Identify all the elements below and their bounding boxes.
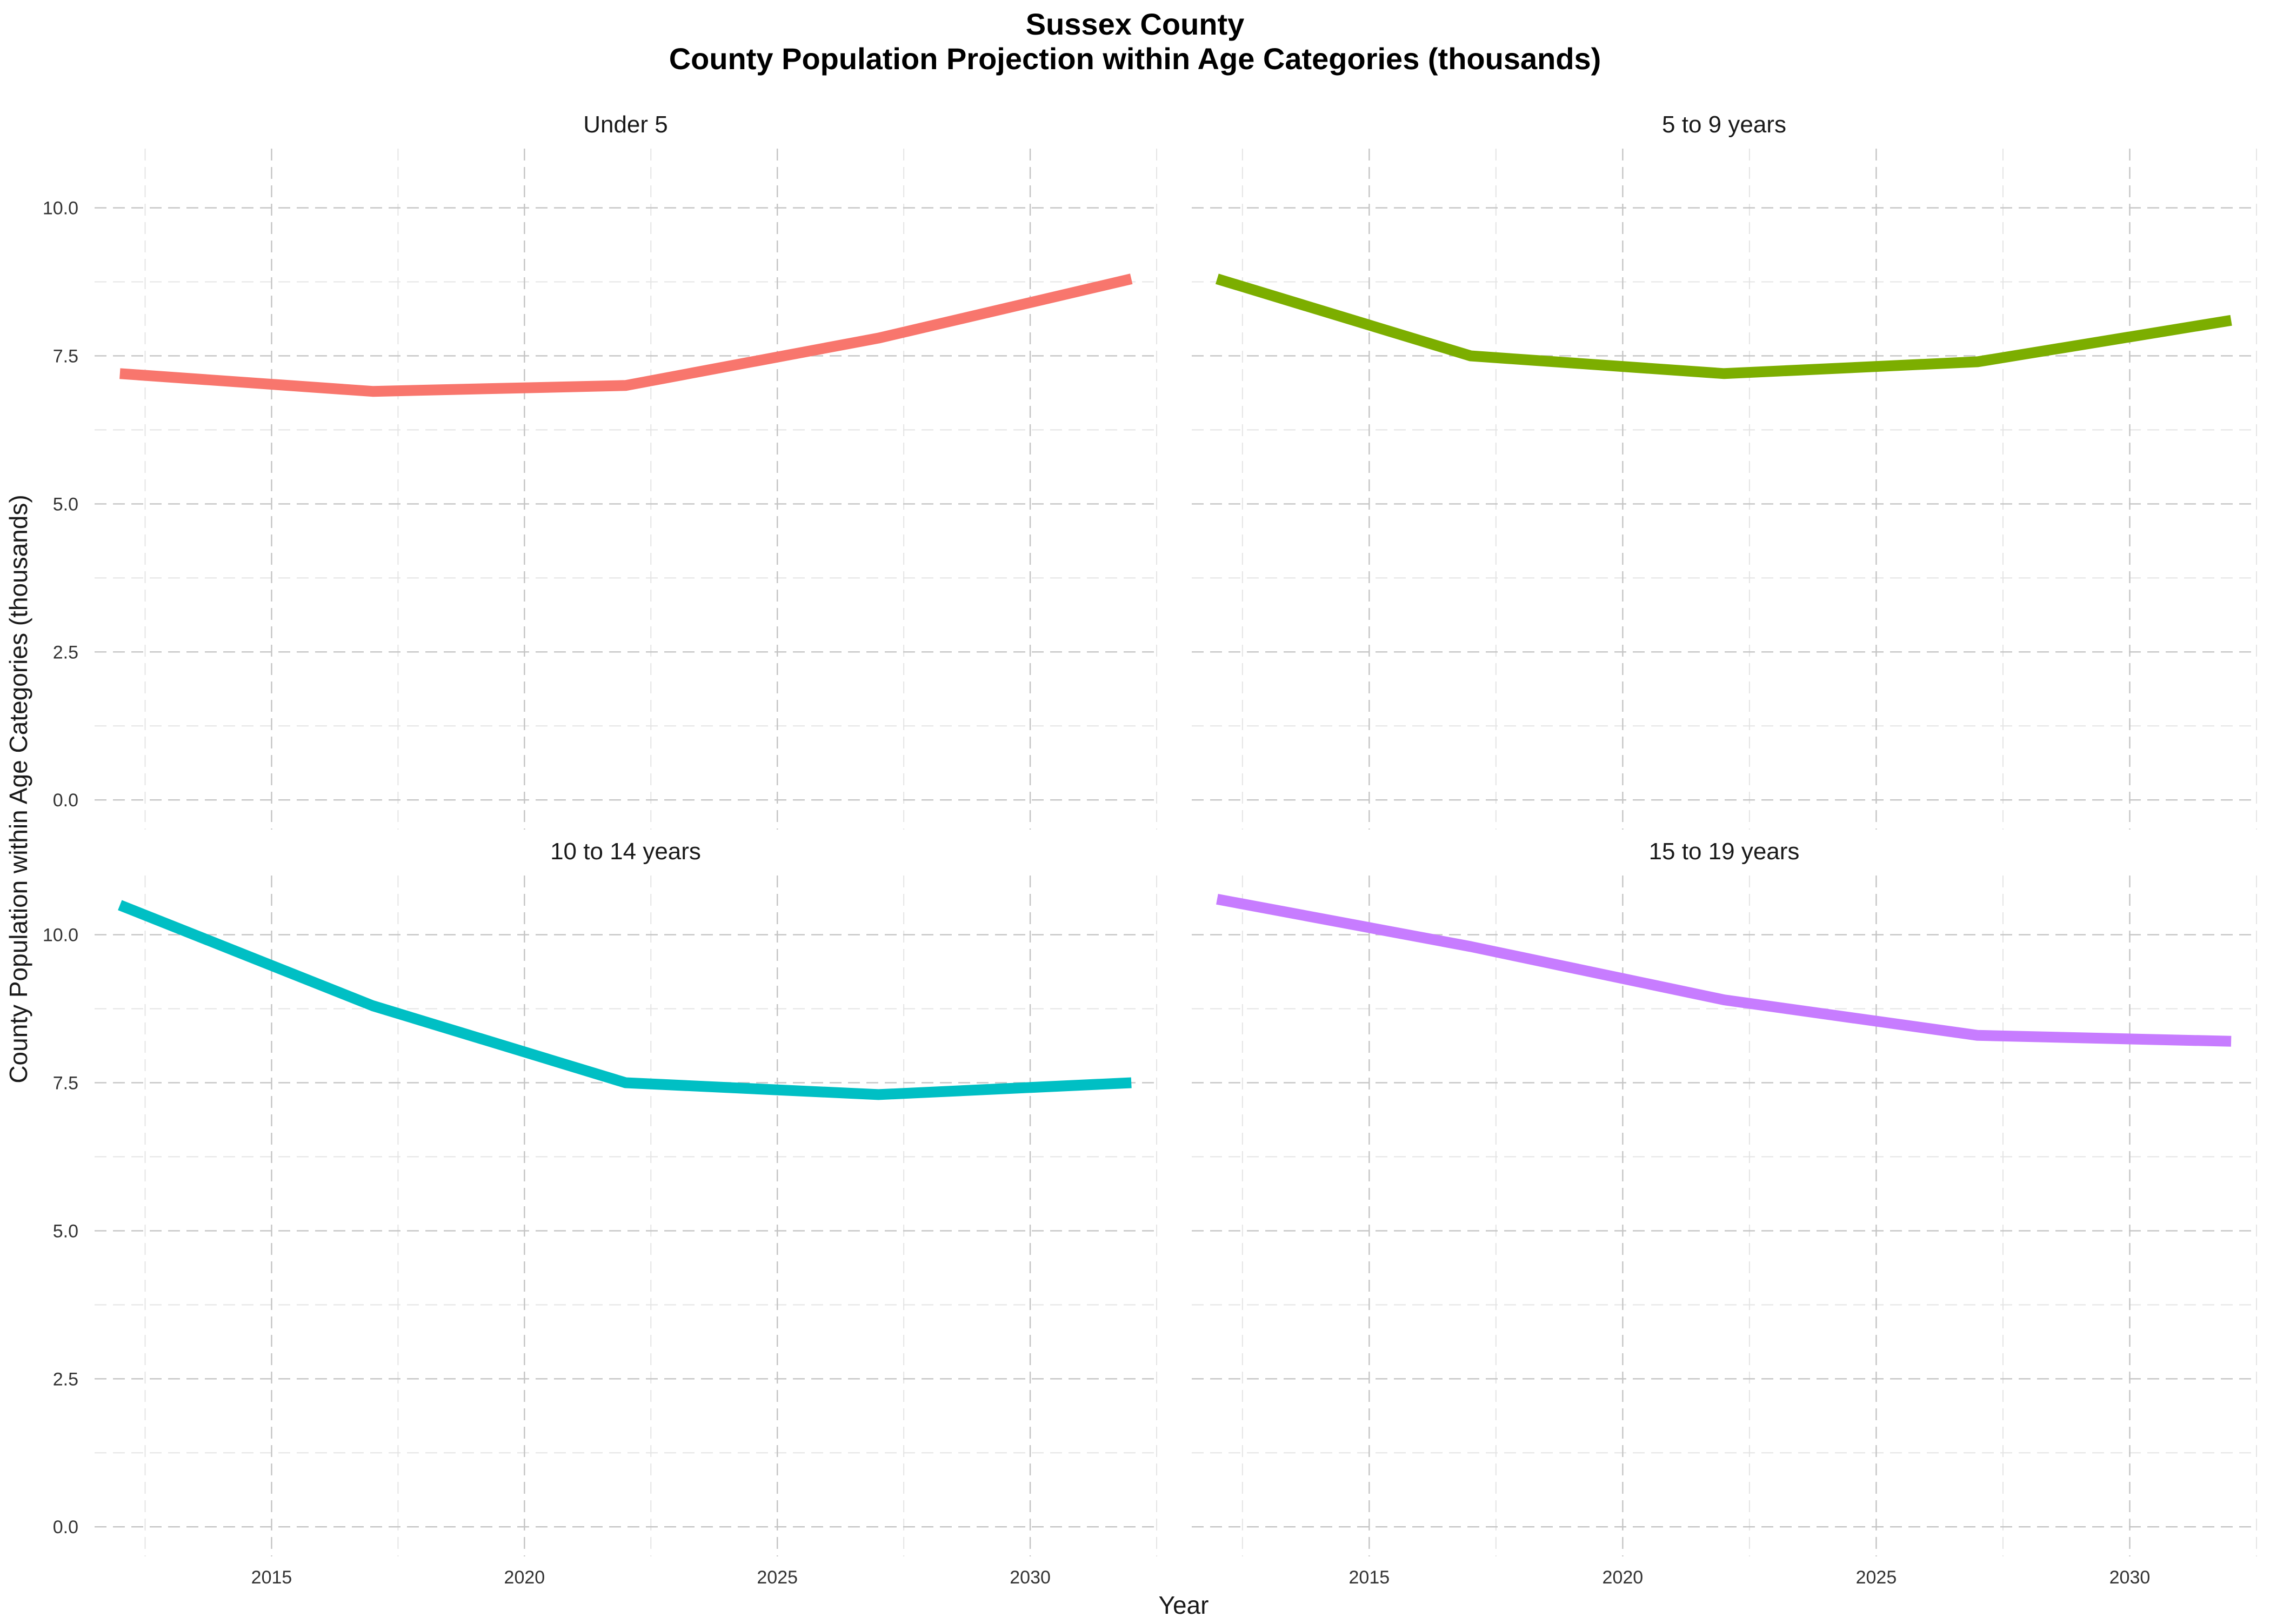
facet-panel-0: Under 5 0.0 2.5 5.0 7.5 10.0 [43, 111, 1157, 830]
facet-panel-2: 10 to 14 years 0.0 2.5 5.0 7.5 10.0 2015 2020 20… [43, 838, 1157, 1588]
x-tick-label: 2025 [1856, 1567, 1897, 1588]
x-tick-label: 2030 [1010, 1567, 1051, 1588]
chart-title-line1: Sussex County [1026, 7, 1245, 41]
y-axis-title: County Population within Age Categories … [4, 494, 32, 1083]
facet-title: 15 to 19 years [1649, 838, 1800, 865]
facet-title: 10 to 14 years [550, 838, 701, 865]
x-tick-label: 2020 [1603, 1567, 1644, 1588]
x-tick-label: 2020 [504, 1567, 545, 1588]
series-line [1216, 893, 2232, 1047]
x-axis-title: Year [1159, 1591, 1209, 1619]
facet-panel-1: 5 to 9 years [1192, 111, 2257, 830]
facet-title: Under 5 [583, 111, 668, 138]
y-tick-label: 10.0 [43, 198, 78, 219]
y-tick-label: 10.0 [43, 925, 78, 946]
y-tick-label: 7.5 [53, 1073, 78, 1093]
series-line [119, 273, 1133, 397]
facet-title: 5 to 9 years [1662, 111, 1786, 138]
y-tick-label: 0.0 [53, 790, 78, 811]
x-tick-label: 2015 [1349, 1567, 1390, 1588]
y-tick-label: 0.0 [53, 1517, 78, 1538]
y-tick-label: 7.5 [53, 346, 78, 366]
y-tick-label: 5.0 [53, 494, 78, 514]
chart-title-line2: County Population Projection within Age … [669, 42, 1601, 76]
y-tick-label: 2.5 [53, 642, 78, 663]
x-tick-label: 2030 [2109, 1567, 2151, 1588]
facet-panel-3: 15 to 19 years 2015 2020 2025 2030 [1192, 838, 2257, 1588]
x-tick-label: 2025 [757, 1567, 798, 1588]
y-tick-label: 5.0 [53, 1221, 78, 1241]
series-line [1215, 273, 2232, 379]
series-line [118, 900, 1132, 1100]
x-tick-label: 2015 [251, 1567, 292, 1588]
facet-panels: Under 5 0.0 2.5 5.0 7.5 10.0 5 to 9 years 10 to… [43, 111, 2257, 1588]
y-tick-label: 2.5 [53, 1369, 78, 1389]
